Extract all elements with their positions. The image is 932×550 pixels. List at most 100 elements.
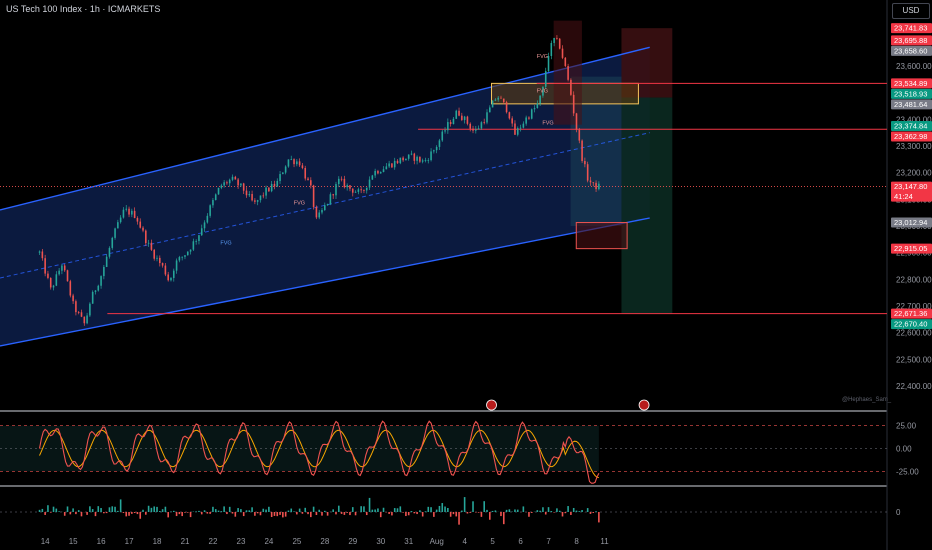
histogram-bar	[41, 508, 44, 512]
price-tag-box	[891, 23, 932, 34]
countdown-label: 41:24	[894, 192, 913, 201]
histogram-bar	[424, 511, 427, 512]
candle-body	[570, 79, 572, 95]
candle-body	[91, 291, 94, 304]
histogram-bar	[139, 512, 142, 519]
histogram-bar	[438, 505, 441, 512]
candle-body	[77, 312, 80, 313]
candle-body	[80, 312, 83, 317]
histogram-bar	[181, 512, 183, 517]
candle-body	[441, 131, 444, 141]
histogram-bar	[488, 512, 491, 520]
candle-body	[47, 273, 49, 278]
candle-body	[192, 241, 195, 250]
histogram-bar	[326, 512, 329, 516]
price-tag-label: 22,915.05	[894, 244, 927, 253]
candle-body	[298, 161, 301, 166]
candle-body	[103, 266, 105, 277]
candle-body	[237, 179, 239, 186]
histogram-bar	[231, 512, 234, 514]
fvg-label: FVG	[220, 241, 231, 247]
candle-body	[301, 165, 304, 169]
candle-body	[346, 185, 348, 188]
histogram-bar	[561, 512, 564, 517]
candle-body	[458, 110, 460, 116]
candle-body	[447, 122, 449, 131]
fvg-label: FVG	[537, 89, 548, 95]
candle-body	[186, 251, 189, 256]
candle-body	[245, 190, 248, 196]
histogram-bar	[393, 508, 396, 512]
histogram-bar	[315, 512, 318, 516]
price-tag: 23,374.84	[891, 121, 932, 132]
candle-body	[273, 183, 276, 187]
y-tick-label: 23,300.00	[896, 142, 932, 151]
candle-body	[125, 208, 128, 210]
histogram-bar	[111, 506, 114, 512]
histogram-bar	[564, 512, 567, 514]
price-tag-label: 23,147.80	[894, 182, 927, 191]
x-tick-label: 11	[600, 537, 609, 546]
price-tag: 23,695.88	[891, 35, 932, 46]
candle-body	[181, 256, 183, 258]
histogram-bar	[86, 512, 88, 515]
histogram-bar	[119, 499, 122, 512]
candle-body	[379, 172, 382, 174]
earnings-marker	[486, 399, 497, 411]
candle-body	[324, 205, 326, 210]
x-tick-label: Aug	[430, 537, 444, 546]
candle-body	[251, 194, 253, 201]
histogram-bar	[595, 511, 597, 512]
x-tick-label: 31	[404, 537, 413, 546]
histogram-bar	[491, 510, 494, 512]
price-tag: 23,362.98	[891, 131, 932, 142]
candle-body	[131, 210, 133, 215]
histogram-bar	[234, 512, 237, 517]
candle-body	[304, 168, 307, 179]
candle-body	[556, 37, 558, 39]
histogram-bar	[125, 512, 128, 517]
histogram-bar	[153, 506, 156, 512]
candle-body	[480, 122, 483, 129]
candle-body	[514, 123, 516, 135]
candle-body	[242, 183, 245, 191]
histogram-bar	[413, 512, 416, 514]
author-watermark: @Hephaes_Sam_	[842, 397, 892, 403]
price-tag: 22,670.40	[891, 319, 932, 330]
histogram-bar	[444, 506, 446, 512]
candle-body	[368, 179, 371, 188]
candle-body	[413, 153, 416, 161]
candle-body	[312, 185, 315, 207]
channel-upper-line	[0, 46, 650, 211]
currency-selector[interactable]: USD	[892, 3, 930, 19]
candle-body	[63, 265, 66, 271]
candle-body	[522, 123, 525, 128]
candle-body	[86, 315, 88, 324]
histogram-bar	[581, 510, 583, 512]
histogram-bar	[567, 506, 569, 512]
histogram-bar	[159, 511, 161, 512]
candle-body	[189, 249, 192, 252]
candle-body	[270, 183, 273, 192]
histogram-bar	[463, 497, 466, 512]
price-tag-box	[891, 131, 932, 142]
candle-body	[335, 184, 337, 196]
oscillator-tick-label: 25.00	[896, 422, 917, 431]
candle-body	[136, 217, 139, 222]
candle-body	[268, 187, 270, 192]
histogram-bar	[298, 508, 301, 512]
histogram-bar	[391, 512, 393, 516]
histogram-bar	[365, 512, 368, 516]
candle-body	[595, 182, 597, 190]
candle-body	[321, 209, 323, 213]
histogram-bar	[374, 509, 376, 512]
histogram-bar	[508, 509, 511, 512]
histogram-bar	[589, 512, 592, 514]
y-tick-label: 22,500.00	[896, 355, 932, 364]
histogram-bar	[530, 512, 533, 513]
histogram-bar	[578, 511, 581, 512]
candle-body	[564, 57, 567, 67]
candle-body	[326, 203, 329, 206]
